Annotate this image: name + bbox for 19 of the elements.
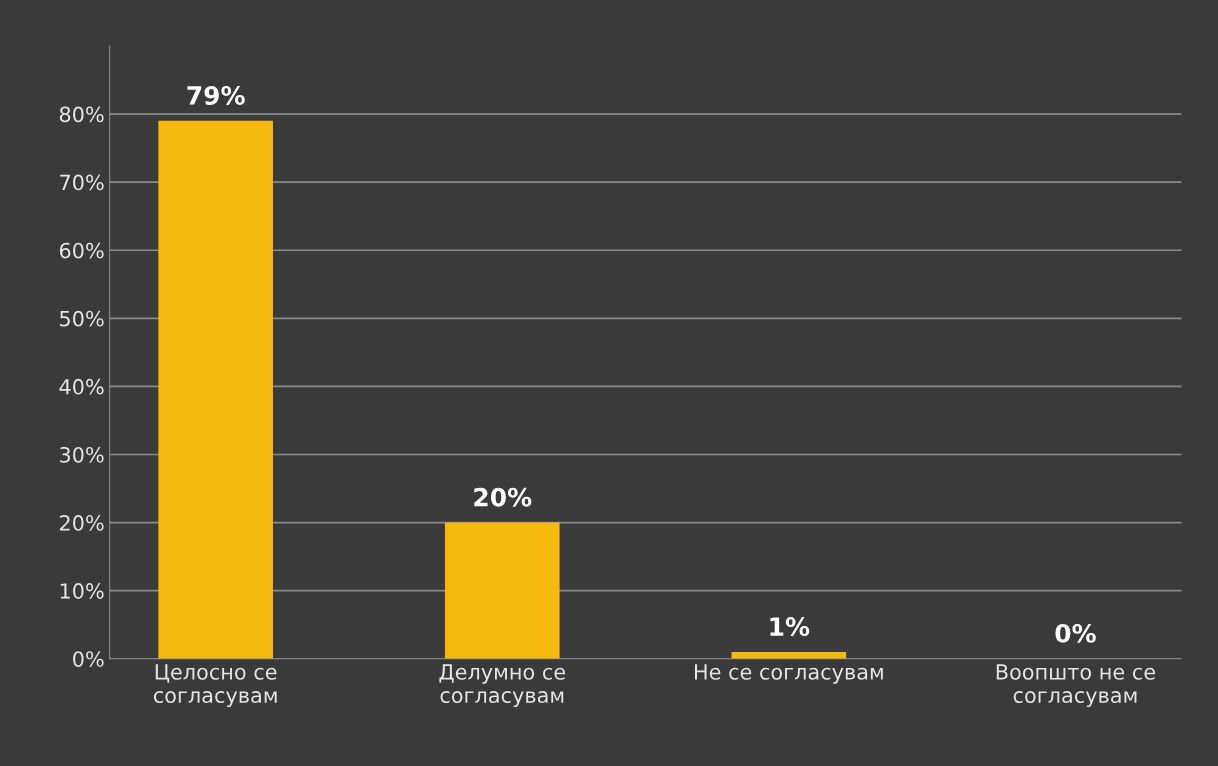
y-tick-label: 20% [59,515,104,531]
y-tick-label: 70% [60,174,104,191]
y-tick-label: 40% [59,378,104,395]
data-label: 1% [770,617,810,636]
y-tick-label: 60% [59,242,104,259]
y-tick-label: 30% [60,446,104,463]
data-label: 79% [187,85,245,105]
x-tick-label: Целосно се согласувам [153,664,277,708]
y-tick-label: 50% [60,310,104,327]
x-tick-label: Воопшто не се согласувам [996,664,1155,708]
data-label: 20% [474,487,532,507]
x-tick-label: Делумно се согласувам [439,664,565,708]
bar [158,120,273,659]
y-tick-label: 10% [60,583,104,599]
y-tick-label: 80% [59,106,104,123]
y-tick-label: 0% [73,651,104,667]
data-label: 0% [1055,623,1096,643]
bar [444,522,560,659]
x-tick-label: Не се согласувам [694,664,883,684]
